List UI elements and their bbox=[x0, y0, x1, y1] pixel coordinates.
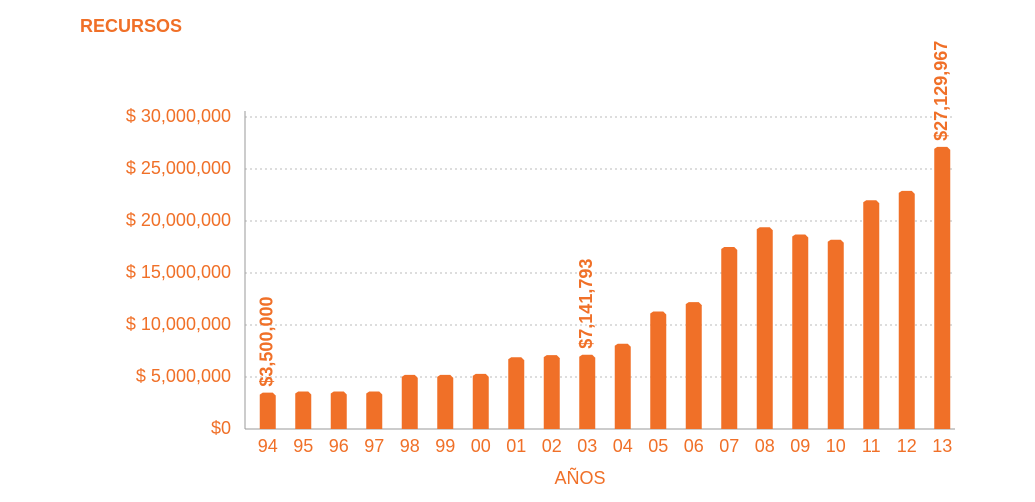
bar bbox=[827, 239, 844, 429]
x-tick-label: 07 bbox=[719, 436, 739, 456]
y-tick-label: $ 15,000,000 bbox=[126, 262, 231, 282]
bar bbox=[898, 190, 915, 429]
bar bbox=[650, 311, 667, 429]
bar bbox=[330, 391, 347, 429]
x-tick-label: 01 bbox=[506, 436, 526, 456]
x-tick-label: 12 bbox=[897, 436, 917, 456]
y-tick-label: $ 20,000,000 bbox=[126, 210, 231, 230]
chart-title: RECURSOS bbox=[80, 16, 182, 36]
x-tick-label: 09 bbox=[790, 436, 810, 456]
value-label: $3,500,000 bbox=[257, 297, 277, 387]
bar bbox=[472, 373, 489, 429]
x-tick-label: 00 bbox=[471, 436, 491, 456]
x-tick-label: 03 bbox=[577, 436, 597, 456]
bar bbox=[295, 391, 312, 429]
bar bbox=[401, 374, 418, 429]
y-tick-label: $ 30,000,000 bbox=[126, 106, 231, 126]
bar bbox=[792, 234, 809, 429]
bar bbox=[863, 200, 880, 429]
y-tick-label: $ 10,000,000 bbox=[126, 314, 231, 334]
x-tick-label: 08 bbox=[755, 436, 775, 456]
x-tick-label: 10 bbox=[826, 436, 846, 456]
bar bbox=[721, 247, 738, 429]
x-tick-label: 04 bbox=[613, 436, 633, 456]
bar bbox=[543, 355, 560, 429]
bar bbox=[685, 302, 702, 429]
x-tick-label: 02 bbox=[542, 436, 562, 456]
bar bbox=[756, 227, 773, 429]
x-tick-label: 13 bbox=[932, 436, 952, 456]
value-label: $27,129,967 bbox=[931, 41, 951, 141]
x-tick-label: 05 bbox=[648, 436, 668, 456]
value-label: $7,141,793 bbox=[576, 259, 596, 349]
bar bbox=[579, 354, 596, 429]
bar bbox=[934, 146, 951, 430]
bar bbox=[508, 357, 525, 429]
bar bbox=[614, 343, 631, 429]
x-tick-label: 96 bbox=[329, 436, 349, 456]
x-axis-label: AÑOS bbox=[554, 467, 605, 488]
x-tick-label: 95 bbox=[293, 436, 313, 456]
x-tick-label: 97 bbox=[364, 436, 384, 456]
x-tick-label: 06 bbox=[684, 436, 704, 456]
x-tick-label: 98 bbox=[400, 436, 420, 456]
x-tick-label: 11 bbox=[862, 436, 881, 456]
y-tick-label: $0 bbox=[211, 418, 231, 438]
bar bbox=[437, 374, 454, 429]
y-tick-label: $ 25,000,000 bbox=[126, 158, 231, 178]
x-tick-label: 99 bbox=[435, 436, 455, 456]
x-tick-label: 94 bbox=[258, 436, 278, 456]
y-tick-label: $ 5,000,000 bbox=[136, 366, 231, 386]
bar bbox=[259, 392, 276, 429]
bar bbox=[366, 391, 383, 429]
